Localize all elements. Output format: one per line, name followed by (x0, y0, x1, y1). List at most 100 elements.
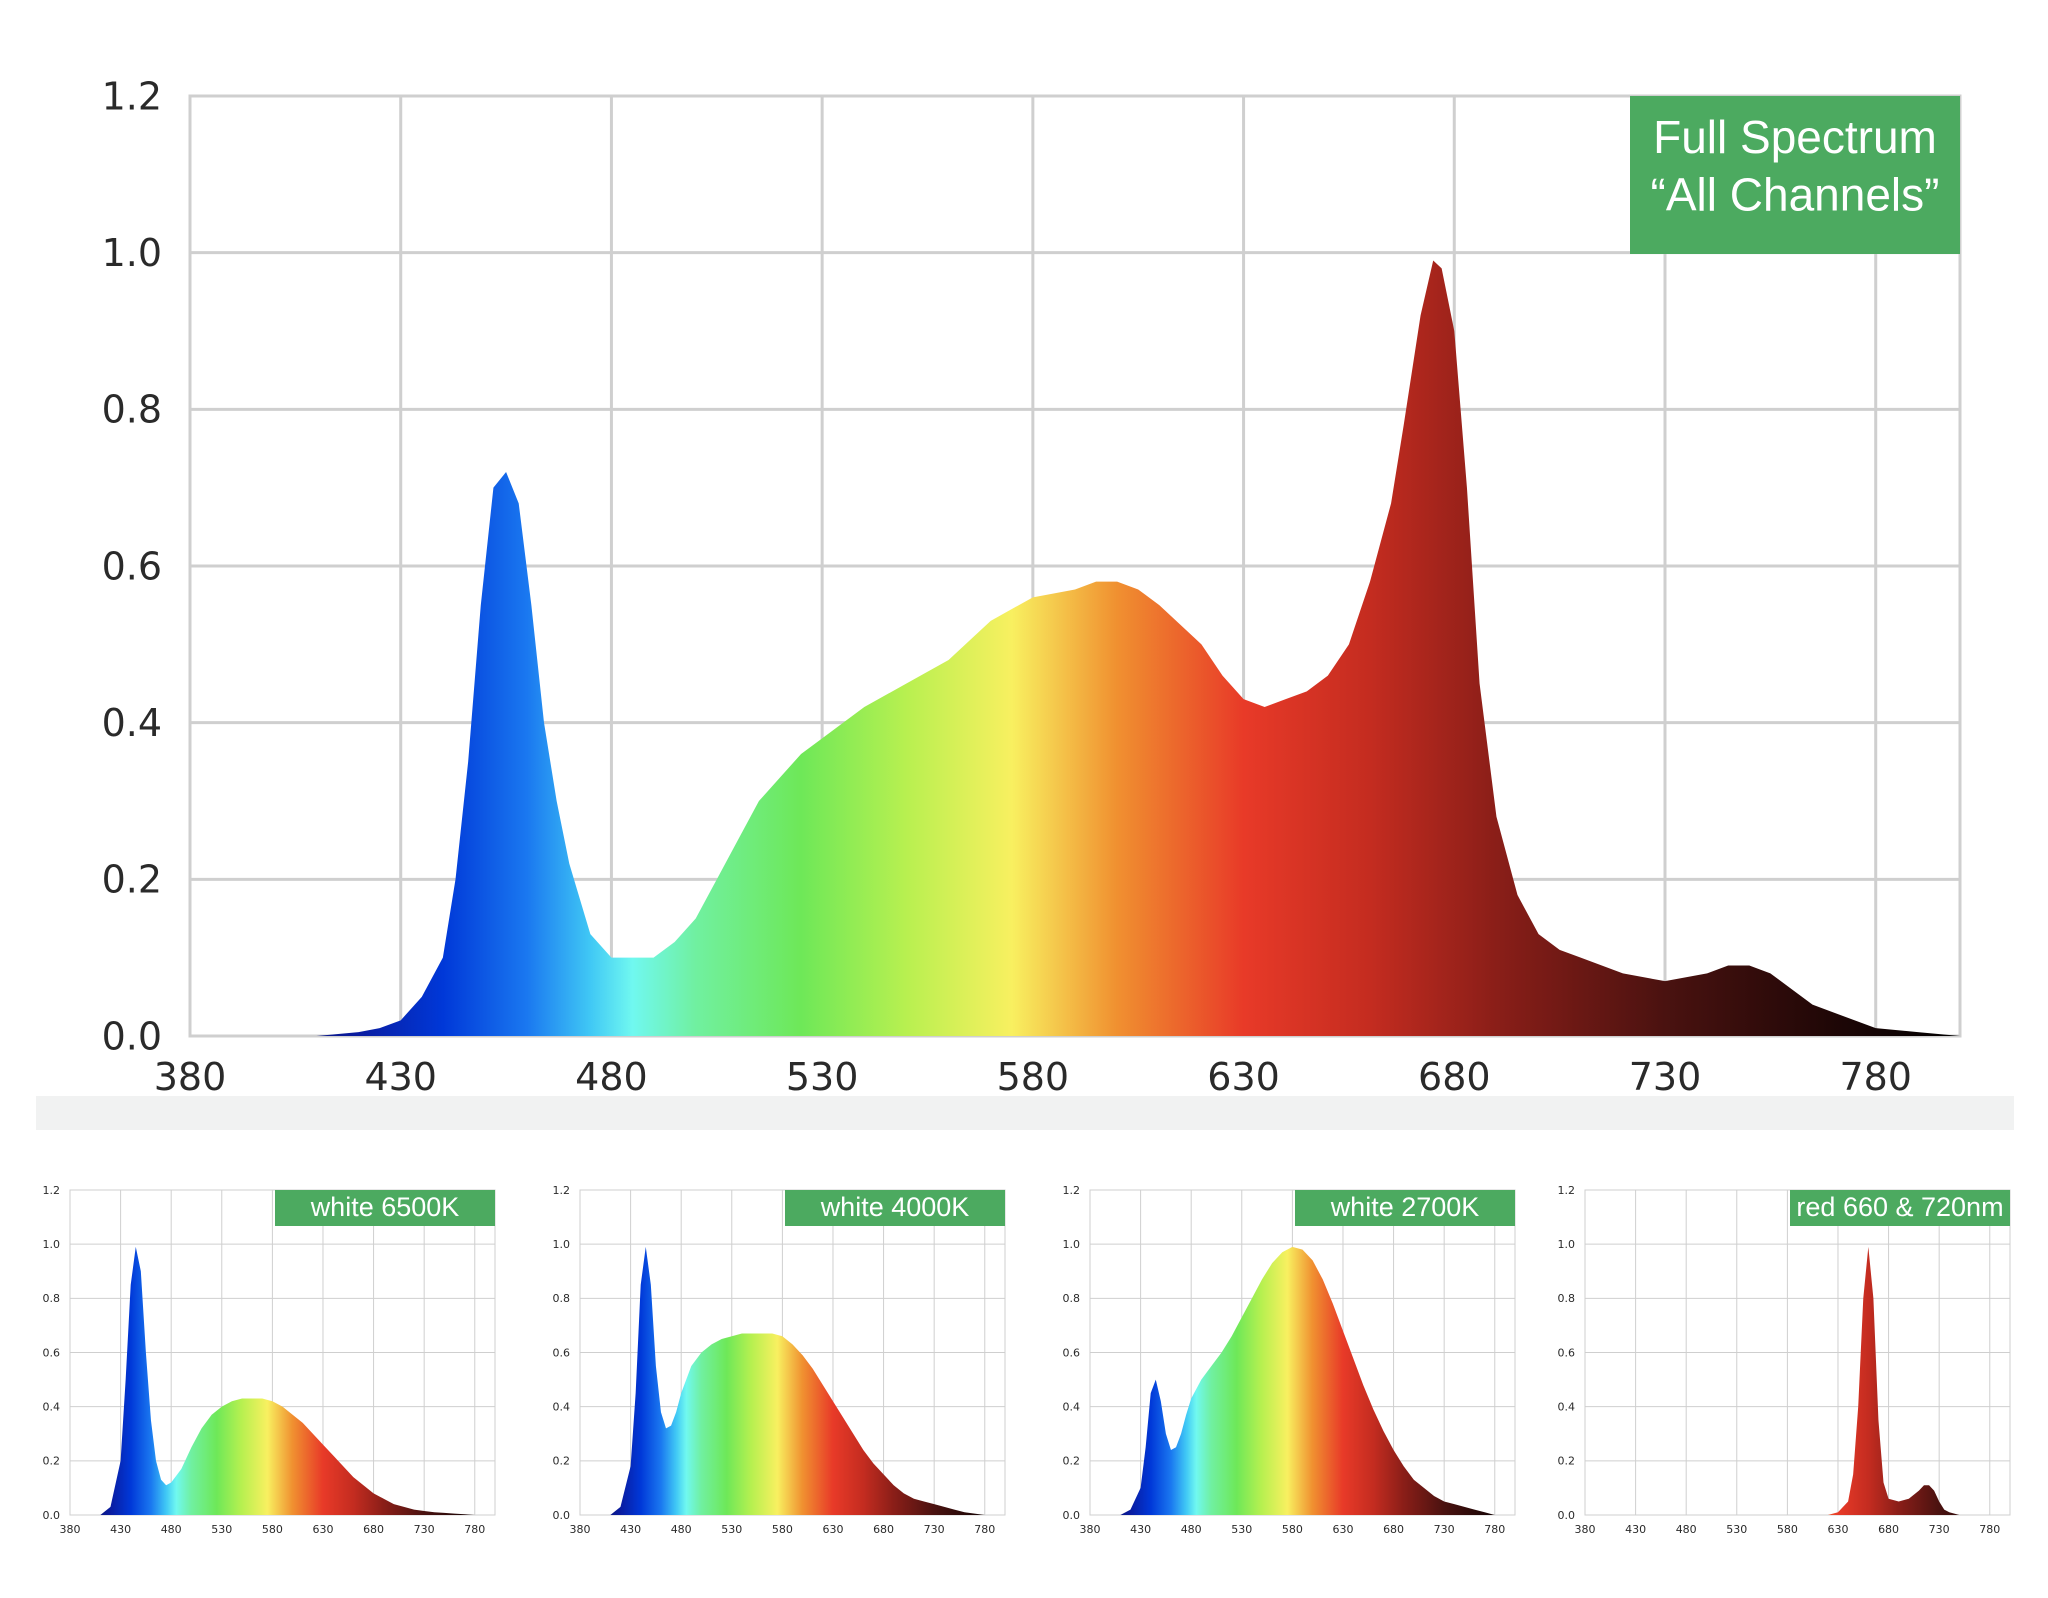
x-tick-label: 530 (1231, 1523, 1252, 1536)
y-tick-label: 0.6 (43, 1346, 61, 1359)
x-tick-label: 780 (974, 1523, 995, 1536)
y-tick-label: 0.0 (102, 1014, 162, 1058)
y-tick-label: 1.0 (553, 1238, 571, 1251)
x-tick-label: 630 (1207, 1055, 1280, 1099)
legend-badge: white 4000K (785, 1190, 1005, 1226)
legend-badge-background (275, 1190, 495, 1226)
x-tick-label: 430 (1625, 1523, 1646, 1536)
y-tick-label: 1.0 (43, 1238, 61, 1251)
x-tick-label: 580 (772, 1523, 793, 1536)
x-tick-label: 680 (1418, 1055, 1491, 1099)
legend-badge-background (785, 1190, 1005, 1226)
x-tick-label: 580 (1282, 1523, 1303, 1536)
legend-badge: white 2700K (1295, 1190, 1515, 1226)
y-tick-label: 0.6 (1558, 1346, 1576, 1359)
x-tick-label: 780 (1839, 1055, 1912, 1099)
x-tick-label: 780 (1484, 1523, 1505, 1536)
y-tick-label: 0.0 (43, 1509, 61, 1522)
x-tick-label: 380 (60, 1523, 81, 1536)
spectrum-chart-white-6500k: 380 430 480 530 580 630 680 730 780 0.0 0.2 0.4 0.6 0… (43, 1184, 496, 1536)
legend-badge-text: white 4000K (820, 1192, 970, 1222)
main-spectrum-chart: 380 430 480 530 580 630 680 730 780 0.0 0.2 0.4 0.6 0… (102, 74, 1962, 1099)
y-tick-label: 0.2 (43, 1455, 61, 1468)
legend-badge: white 6500K (275, 1190, 495, 1226)
legend-badge-background (1630, 96, 1960, 254)
y-tick-label: 0.2 (1558, 1455, 1576, 1468)
x-tick-label: 580 (1777, 1523, 1798, 1536)
legend-badge-background (1295, 1190, 1515, 1226)
x-tick-label: 380 (1080, 1523, 1101, 1536)
x-tick-label: 680 (873, 1523, 894, 1536)
spectrum-chart-red-660-720nm: 380 430 480 530 580 630 680 730 780 0.0 0.2 0.4 0.6 0… (1558, 1184, 2011, 1536)
y-tick-label: 0.4 (43, 1401, 61, 1414)
legend-badge-text: white 6500K (310, 1192, 460, 1222)
spectrum-area (70, 1246, 475, 1515)
y-tick-label: 0.4 (553, 1401, 571, 1414)
y-tick-label: 0.2 (1063, 1455, 1081, 1468)
x-tick-label: 530 (786, 1055, 859, 1099)
x-tick-label: 530 (721, 1523, 742, 1536)
spectrum-area (190, 260, 1960, 1036)
y-tick-label: 1.2 (1063, 1184, 1081, 1197)
spectrum-chart-white-4000k: 380 430 480 530 580 630 680 730 780 0.0 0.2 0.4 0.6 0… (553, 1184, 1006, 1536)
x-tick-label: 480 (161, 1523, 182, 1536)
x-tick-label: 630 (312, 1523, 333, 1536)
y-tick-label: 0.0 (1558, 1509, 1576, 1522)
legend-badge: Full Spectrum “All Channels” (1630, 96, 1960, 254)
x-tick-label: 630 (1332, 1523, 1353, 1536)
y-tick-label: 0.2 (553, 1455, 571, 1468)
x-tick-label: 680 (1383, 1523, 1404, 1536)
x-tick-label: 730 (414, 1523, 435, 1536)
legend-badge-background (1790, 1190, 2010, 1226)
y-tick-label: 0.2 (102, 858, 162, 902)
y-tick-label: 0.8 (1063, 1292, 1081, 1305)
x-tick-label: 780 (1979, 1523, 2000, 1536)
spectrum-area (1090, 1246, 1495, 1515)
legend-badge-text: white 2700K (1330, 1192, 1480, 1222)
x-tick-label: 730 (1434, 1523, 1455, 1536)
y-tick-label: 0.8 (102, 388, 162, 432)
x-tick-label: 730 (1629, 1055, 1702, 1099)
x-tick-label: 580 (262, 1523, 283, 1536)
y-tick-label: 0.8 (1558, 1292, 1576, 1305)
y-tick-label: 0.4 (102, 701, 162, 745)
x-tick-label: 680 (363, 1523, 384, 1536)
x-tick-label: 480 (671, 1523, 692, 1536)
y-tick-label: 0.6 (1063, 1346, 1081, 1359)
x-tick-label: 630 (822, 1523, 843, 1536)
y-tick-label: 1.2 (43, 1184, 61, 1197)
x-tick-label: 430 (364, 1055, 437, 1099)
y-tick-label: 1.2 (102, 74, 162, 118)
x-tick-label: 480 (1676, 1523, 1697, 1536)
x-tick-label: 530 (1726, 1523, 1747, 1536)
x-tick-label: 480 (1181, 1523, 1202, 1536)
y-tick-label: 0.8 (43, 1292, 61, 1305)
x-tick-label: 580 (997, 1055, 1070, 1099)
x-tick-label: 530 (211, 1523, 232, 1536)
y-tick-label: 1.0 (1558, 1238, 1576, 1251)
x-tick-label: 780 (464, 1523, 485, 1536)
x-tick-label: 430 (1130, 1523, 1151, 1536)
y-tick-label: 0.6 (102, 544, 162, 588)
section-divider (36, 1096, 2014, 1130)
y-tick-label: 1.0 (102, 231, 162, 275)
legend-badge-text: red 660 & 720nm (1796, 1192, 2003, 1222)
x-tick-label: 630 (1827, 1523, 1848, 1536)
y-tick-label: 0.0 (1063, 1509, 1081, 1522)
y-tick-label: 0.8 (553, 1292, 571, 1305)
y-tick-label: 1.2 (553, 1184, 571, 1197)
x-tick-label: 730 (924, 1523, 945, 1536)
spectrum-area (580, 1246, 985, 1515)
y-tick-label: 0.4 (1558, 1401, 1576, 1414)
legend-badge-text: Full Spectrum (1653, 111, 1937, 163)
y-tick-label: 0.4 (1063, 1401, 1081, 1414)
x-tick-label: 380 (154, 1055, 227, 1099)
x-tick-label: 480 (575, 1055, 648, 1099)
x-tick-label: 680 (1878, 1523, 1899, 1536)
x-tick-label: 380 (570, 1523, 591, 1536)
legend-badge-text: “All Channels” (1651, 169, 1940, 221)
spectrum-chart-white-2700k: 380 430 480 530 580 630 680 730 780 0.0 0.2 0.4 0.6 0… (1063, 1184, 1516, 1536)
x-tick-label: 730 (1929, 1523, 1950, 1536)
y-tick-label: 0.0 (553, 1509, 571, 1522)
x-tick-label: 430 (620, 1523, 641, 1536)
